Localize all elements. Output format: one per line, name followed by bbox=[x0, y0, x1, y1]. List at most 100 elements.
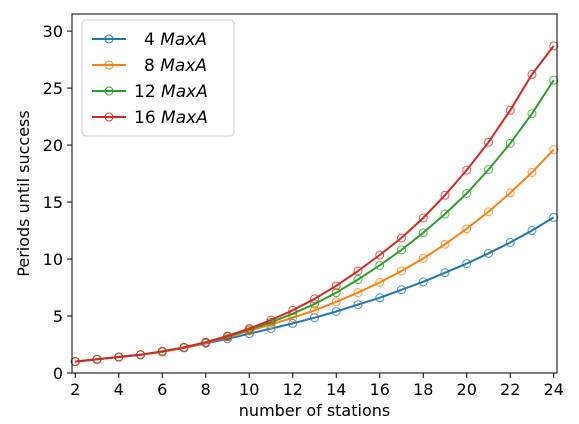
data-point bbox=[331, 306, 341, 316]
data-point bbox=[527, 226, 537, 236]
x-axis-label: number of stations bbox=[239, 401, 390, 420]
data-point bbox=[505, 138, 515, 148]
data-point bbox=[396, 245, 406, 255]
x-tick-label: 18 bbox=[413, 380, 433, 399]
legend-marker bbox=[104, 86, 114, 96]
x-tick-label: 22 bbox=[500, 380, 520, 399]
data-point bbox=[70, 357, 80, 367]
data-point bbox=[375, 293, 385, 303]
data-point bbox=[505, 238, 515, 248]
legend-label: 12 MaxA bbox=[134, 82, 208, 102]
data-point bbox=[527, 167, 537, 177]
data-point bbox=[396, 266, 406, 276]
data-point bbox=[266, 315, 276, 325]
data-point bbox=[310, 299, 319, 309]
data-point bbox=[440, 190, 450, 200]
data-point bbox=[418, 277, 428, 287]
legend-box bbox=[81, 19, 235, 137]
data-point bbox=[418, 228, 428, 238]
legend-label: 16 MaxA bbox=[134, 108, 208, 128]
data-point bbox=[462, 224, 472, 234]
x-axis-ticks: 2 4 6 8 10 12 14 16 18 20 22 24 bbox=[70, 373, 564, 399]
legend-marker bbox=[104, 112, 114, 122]
data-point bbox=[505, 188, 515, 198]
x-tick-label: 4 bbox=[114, 380, 124, 399]
data-point bbox=[331, 297, 341, 307]
data-point bbox=[201, 337, 211, 347]
y-tick-label: 5 bbox=[53, 307, 63, 326]
data-point bbox=[505, 105, 515, 115]
data-point bbox=[549, 75, 559, 85]
data-point bbox=[114, 352, 124, 362]
x-tick-label: 2 bbox=[70, 380, 80, 399]
data-point bbox=[353, 300, 363, 310]
legend-item: 8 MaxA bbox=[92, 56, 207, 76]
y-tick-label: 20 bbox=[43, 136, 63, 155]
data-point bbox=[549, 41, 559, 51]
x-tick-label: 8 bbox=[201, 380, 211, 399]
data-point bbox=[288, 318, 298, 328]
series-layer bbox=[70, 41, 559, 367]
data-point bbox=[157, 346, 167, 356]
data-point bbox=[353, 288, 363, 298]
x-tick-label: 14 bbox=[326, 380, 346, 399]
data-point bbox=[549, 145, 559, 155]
x-tick-label: 12 bbox=[283, 380, 303, 399]
data-point bbox=[440, 209, 450, 219]
legend-item: 12 MaxA bbox=[92, 82, 208, 102]
data-point bbox=[310, 313, 319, 323]
data-point bbox=[462, 165, 472, 175]
data-point bbox=[527, 69, 537, 79]
y-tick-label: 30 bbox=[43, 22, 63, 41]
x-tick-label: 20 bbox=[457, 380, 477, 399]
y-axis-label: Periods until success bbox=[14, 110, 33, 276]
data-point bbox=[440, 268, 450, 278]
legend-label: 8 MaxA bbox=[144, 56, 207, 76]
y-tick-label: 25 bbox=[43, 79, 63, 98]
data-point bbox=[310, 294, 319, 304]
data-point bbox=[462, 189, 472, 198]
data-point bbox=[244, 324, 254, 334]
data-point bbox=[462, 259, 472, 269]
data-point bbox=[396, 285, 406, 295]
x-tick-label: 10 bbox=[239, 380, 259, 399]
y-tick-label: 15 bbox=[43, 193, 63, 212]
data-point bbox=[375, 260, 385, 270]
data-point bbox=[483, 137, 493, 147]
series-16-maxa bbox=[70, 41, 559, 367]
data-point bbox=[353, 275, 363, 285]
y-tick-label: 10 bbox=[43, 250, 63, 269]
data-point bbox=[310, 305, 319, 315]
y-tick-label: 0 bbox=[53, 364, 63, 383]
data-point bbox=[483, 165, 493, 175]
legend-marker bbox=[104, 34, 114, 44]
legend-item: 16 MaxA bbox=[92, 108, 208, 128]
x-tick-label: 16 bbox=[370, 380, 390, 399]
data-point bbox=[418, 253, 428, 263]
legend-marker bbox=[104, 60, 114, 70]
data-point bbox=[527, 109, 537, 119]
legend-label: 4 MaxA bbox=[144, 30, 207, 50]
data-point bbox=[483, 248, 493, 258]
data-point bbox=[396, 233, 406, 243]
data-point bbox=[353, 266, 363, 276]
data-point bbox=[440, 239, 450, 249]
data-point bbox=[331, 281, 341, 291]
y-axis-ticks: 0 5 10 15 20 25 30 bbox=[43, 22, 72, 383]
series-line bbox=[75, 45, 555, 363]
data-point bbox=[375, 277, 385, 287]
data-point bbox=[331, 288, 341, 298]
data-point bbox=[223, 331, 233, 341]
x-tick-label: 6 bbox=[157, 380, 167, 399]
data-point bbox=[483, 207, 493, 217]
data-point bbox=[418, 213, 428, 223]
legend: 4 MaxA 8 MaxA 12 MaxA 16 MaxA bbox=[81, 19, 235, 137]
data-point bbox=[136, 350, 146, 360]
data-point bbox=[549, 212, 559, 222]
legend-item: 4 MaxA bbox=[92, 30, 207, 50]
plot-frame bbox=[71, 13, 558, 374]
data-point bbox=[179, 342, 189, 352]
data-point bbox=[375, 250, 385, 260]
